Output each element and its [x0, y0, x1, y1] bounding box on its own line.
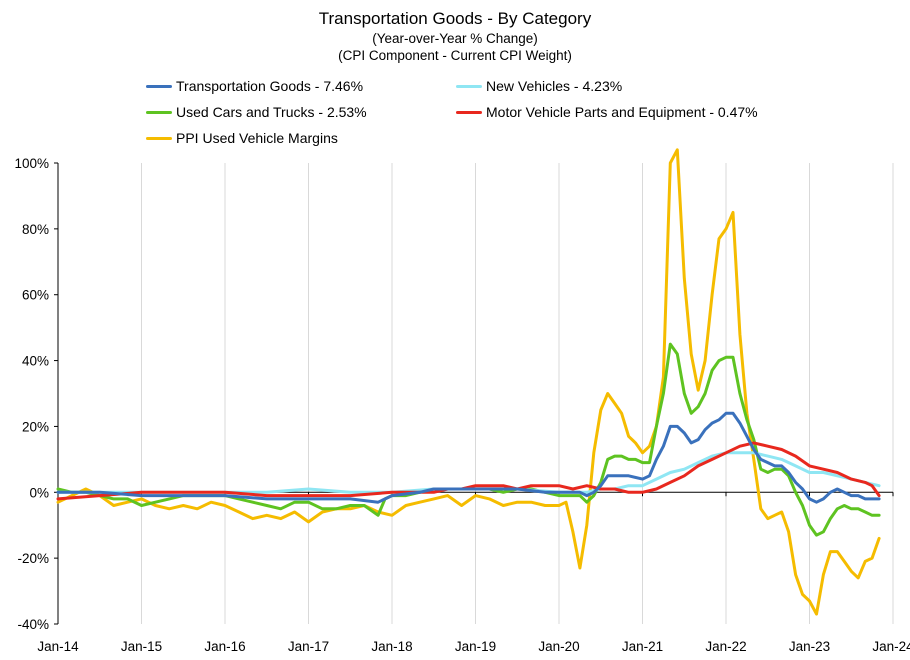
y-tick-label: 40% [22, 354, 49, 369]
y-tick-label: 100% [14, 156, 49, 171]
legend-swatch-new-vehicles [456, 84, 482, 88]
y-tick-label: 20% [22, 419, 49, 434]
x-tick-label: Jan-24 [872, 639, 910, 654]
legend-item-motor-vehicle-parts: Motor Vehicle Parts and Equipment - 0.47… [456, 104, 758, 120]
y-tick-label: 0% [29, 485, 49, 500]
series-line-transportation-goods-7-46 [56, 411, 881, 504]
x-tick-label: Jan-23 [789, 639, 830, 654]
legend-swatch-ppi-used-vehicle-margins [146, 136, 172, 140]
legend-item-transportation-goods: Transportation Goods - 7.46% [146, 78, 363, 94]
y-tick-label: -40% [17, 617, 49, 632]
legend-swatch-used-cars [146, 110, 172, 114]
series-line-motor-vehicle-parts-and-equipment-0-47 [56, 441, 881, 501]
x-tick-label: Jan-21 [622, 639, 663, 654]
x-tick-label: Jan-17 [288, 639, 329, 654]
y-tick-label: 80% [22, 222, 49, 237]
legend-label-transportation-goods: Transportation Goods - 7.46% [176, 78, 364, 94]
x-tick-label: Jan-14 [37, 639, 79, 654]
series-line-ppi-used-vehicle-margins [56, 148, 881, 616]
legend-item-ppi-used-vehicle-margins: PPI Used Vehicle Margins [146, 130, 338, 146]
legend-swatch-transportation-goods [146, 84, 172, 88]
x-tick-label: Jan-16 [204, 639, 245, 654]
series-line-new-vehicles-4-23 [56, 451, 881, 494]
chart-subtitle-1: (Year-over-Year % Change) [372, 31, 538, 46]
x-tick-label: Jan-18 [371, 639, 412, 654]
legend-label-used-cars: Used Cars and Trucks - 2.53% [176, 104, 367, 120]
legend-item-used-cars: Used Cars and Trucks - 2.53% [146, 104, 367, 120]
chart-title: Transportation Goods - By Category [318, 9, 592, 28]
x-tick-label: Jan-19 [455, 639, 496, 654]
series-line-used-cars-and-trucks-2-53 [56, 342, 881, 537]
x-tick-label: Jan-20 [538, 639, 579, 654]
legend-label-motor-vehicle-parts: Motor Vehicle Parts and Equipment - 0.47… [486, 104, 758, 120]
chart-legend: Transportation Goods - 7.46% New Vehicle… [0, 0, 910, 160]
y-tick-label: -20% [17, 551, 49, 566]
chart-titles: Transportation Goods - By Category (Year… [0, 8, 910, 64]
chart-subtitle-2: (CPI Component - Current CPI Weight) [338, 48, 572, 63]
legend-label-new-vehicles: New Vehicles - 4.23% [486, 78, 623, 94]
legend-label-ppi-used-vehicle-margins: PPI Used Vehicle Margins [176, 130, 338, 146]
x-tick-label: Jan-22 [705, 639, 746, 654]
legend-swatch-motor-vehicle-parts [456, 110, 482, 114]
y-tick-label: 60% [22, 288, 49, 303]
x-tick-label: Jan-15 [121, 639, 162, 654]
legend-item-new-vehicles: New Vehicles - 4.23% [456, 78, 622, 94]
